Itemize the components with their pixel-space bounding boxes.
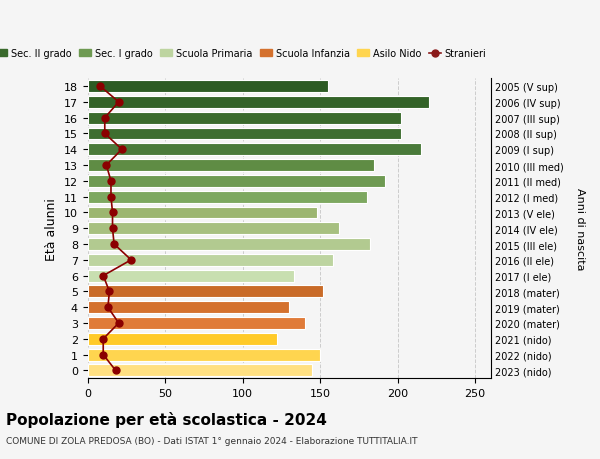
Bar: [88, 207, 317, 219]
Bar: [88, 175, 385, 187]
Bar: [88, 223, 339, 235]
Bar: [88, 128, 401, 140]
Text: Popolazione per età scolastica - 2024: Popolazione per età scolastica - 2024: [6, 411, 327, 427]
Legend: Sec. II grado, Sec. I grado, Scuola Primaria, Scuola Infanzia, Asilo Nido, Stran: Sec. II grado, Sec. I grado, Scuola Prim…: [0, 45, 490, 63]
Y-axis label: Anni di nascita: Anni di nascita: [575, 188, 585, 270]
Y-axis label: Età alunni: Età alunni: [46, 197, 58, 260]
Bar: [88, 112, 401, 124]
Bar: [88, 191, 367, 203]
Text: COMUNE DI ZOLA PREDOSA (BO) - Dati ISTAT 1° gennaio 2024 - Elaborazione TUTTITAL: COMUNE DI ZOLA PREDOSA (BO) - Dati ISTAT…: [6, 436, 418, 445]
Bar: [88, 302, 289, 313]
Bar: [88, 81, 328, 93]
Bar: [88, 239, 370, 251]
Bar: [88, 333, 277, 345]
Bar: [88, 286, 323, 298]
Bar: [88, 144, 421, 156]
Bar: [88, 160, 374, 172]
Bar: [88, 317, 305, 329]
Bar: [88, 349, 320, 361]
Bar: [88, 97, 428, 109]
Bar: [88, 254, 332, 266]
Bar: [88, 270, 294, 282]
Bar: [88, 364, 313, 376]
